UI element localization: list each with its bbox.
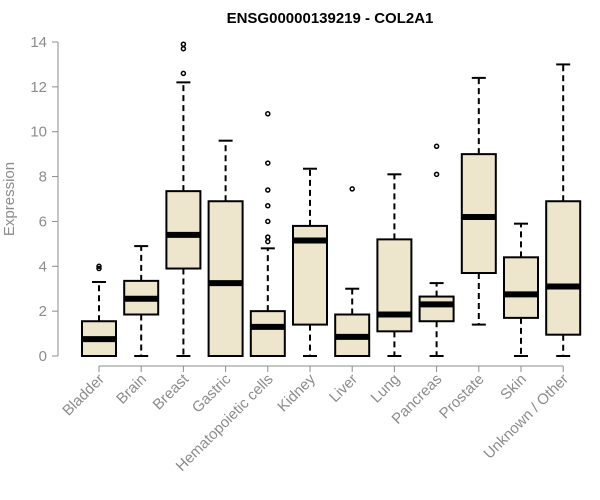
x-tick-label: Kidney — [274, 370, 319, 415]
box-rect — [460, 153, 497, 275]
y-tick-label: 2 — [39, 303, 47, 320]
outlier-point — [349, 186, 355, 192]
box-rect — [165, 190, 202, 270]
outlier-point — [433, 143, 440, 150]
x-tick-label: Brain — [113, 371, 150, 408]
box-breast — [165, 41, 202, 357]
outlier-point — [265, 218, 271, 225]
x-tick-label: Prostate — [436, 371, 488, 423]
outlier-point — [265, 160, 271, 166]
y-tick-label: 6 — [39, 213, 47, 230]
y-tick-label: 0 — [39, 348, 47, 365]
outlier-point — [265, 234, 271, 240]
box-rect — [503, 256, 539, 319]
box-rect — [249, 310, 286, 357]
box-bladder — [81, 263, 117, 358]
y-tick-label: 8 — [39, 169, 47, 186]
chart-title: ENSG00000139219 - COL2A1 — [227, 10, 434, 27]
box-rect — [207, 200, 244, 357]
y-axis: 0 2 4 6 8 10 12 14 — [30, 34, 59, 365]
y-tick-label: 12 — [30, 79, 47, 96]
outlier-point — [180, 45, 187, 52]
box-pancreas — [418, 143, 455, 357]
outlier-point — [265, 111, 271, 117]
outlier-point — [265, 238, 271, 245]
box-skin — [503, 222, 539, 357]
x-tick-label: Bladder — [59, 371, 108, 420]
box-rect — [545, 200, 582, 336]
box-kidney — [292, 167, 328, 357]
outlier-point — [96, 263, 102, 270]
x-tick-label: Lung — [368, 371, 404, 407]
box-liver — [334, 186, 371, 357]
outlier-point — [265, 202, 271, 209]
box-lung — [376, 173, 413, 357]
x-tick-label: Breast — [150, 370, 193, 413]
boxes-group — [81, 41, 582, 358]
box-hematopoietic-cells — [249, 111, 286, 357]
box-unknown-other — [545, 63, 582, 357]
y-axis-label: Expression — [1, 162, 18, 236]
y-tick-label: 10 — [30, 124, 47, 141]
y-tick-label: 4 — [39, 258, 47, 275]
x-tick-label: Liver — [326, 371, 361, 406]
box-rect — [376, 238, 413, 333]
y-tick-label: 14 — [30, 34, 47, 51]
x-tick-label: Skin — [497, 371, 530, 404]
outlier-point — [265, 187, 271, 193]
outlier-point — [180, 41, 187, 47]
outlier-point — [433, 171, 440, 178]
outlier-point — [96, 265, 102, 272]
outlier-point — [180, 70, 187, 77]
box-gastric — [207, 139, 244, 357]
box-prostate — [460, 76, 497, 326]
box-rect — [418, 295, 455, 323]
box-brain — [123, 245, 160, 357]
